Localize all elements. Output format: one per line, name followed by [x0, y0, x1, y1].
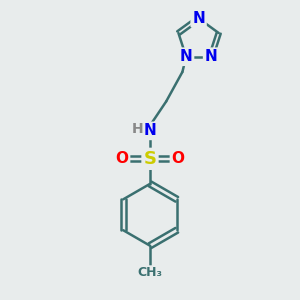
Text: N: N [205, 49, 218, 64]
Text: O: O [172, 151, 184, 166]
Text: N: N [180, 49, 193, 64]
Text: H: H [132, 122, 143, 136]
Text: CH₃: CH₃ [137, 266, 163, 279]
Text: O: O [116, 151, 128, 166]
Text: N: N [144, 123, 156, 138]
Text: S: S [143, 150, 157, 168]
Text: N: N [192, 11, 205, 26]
